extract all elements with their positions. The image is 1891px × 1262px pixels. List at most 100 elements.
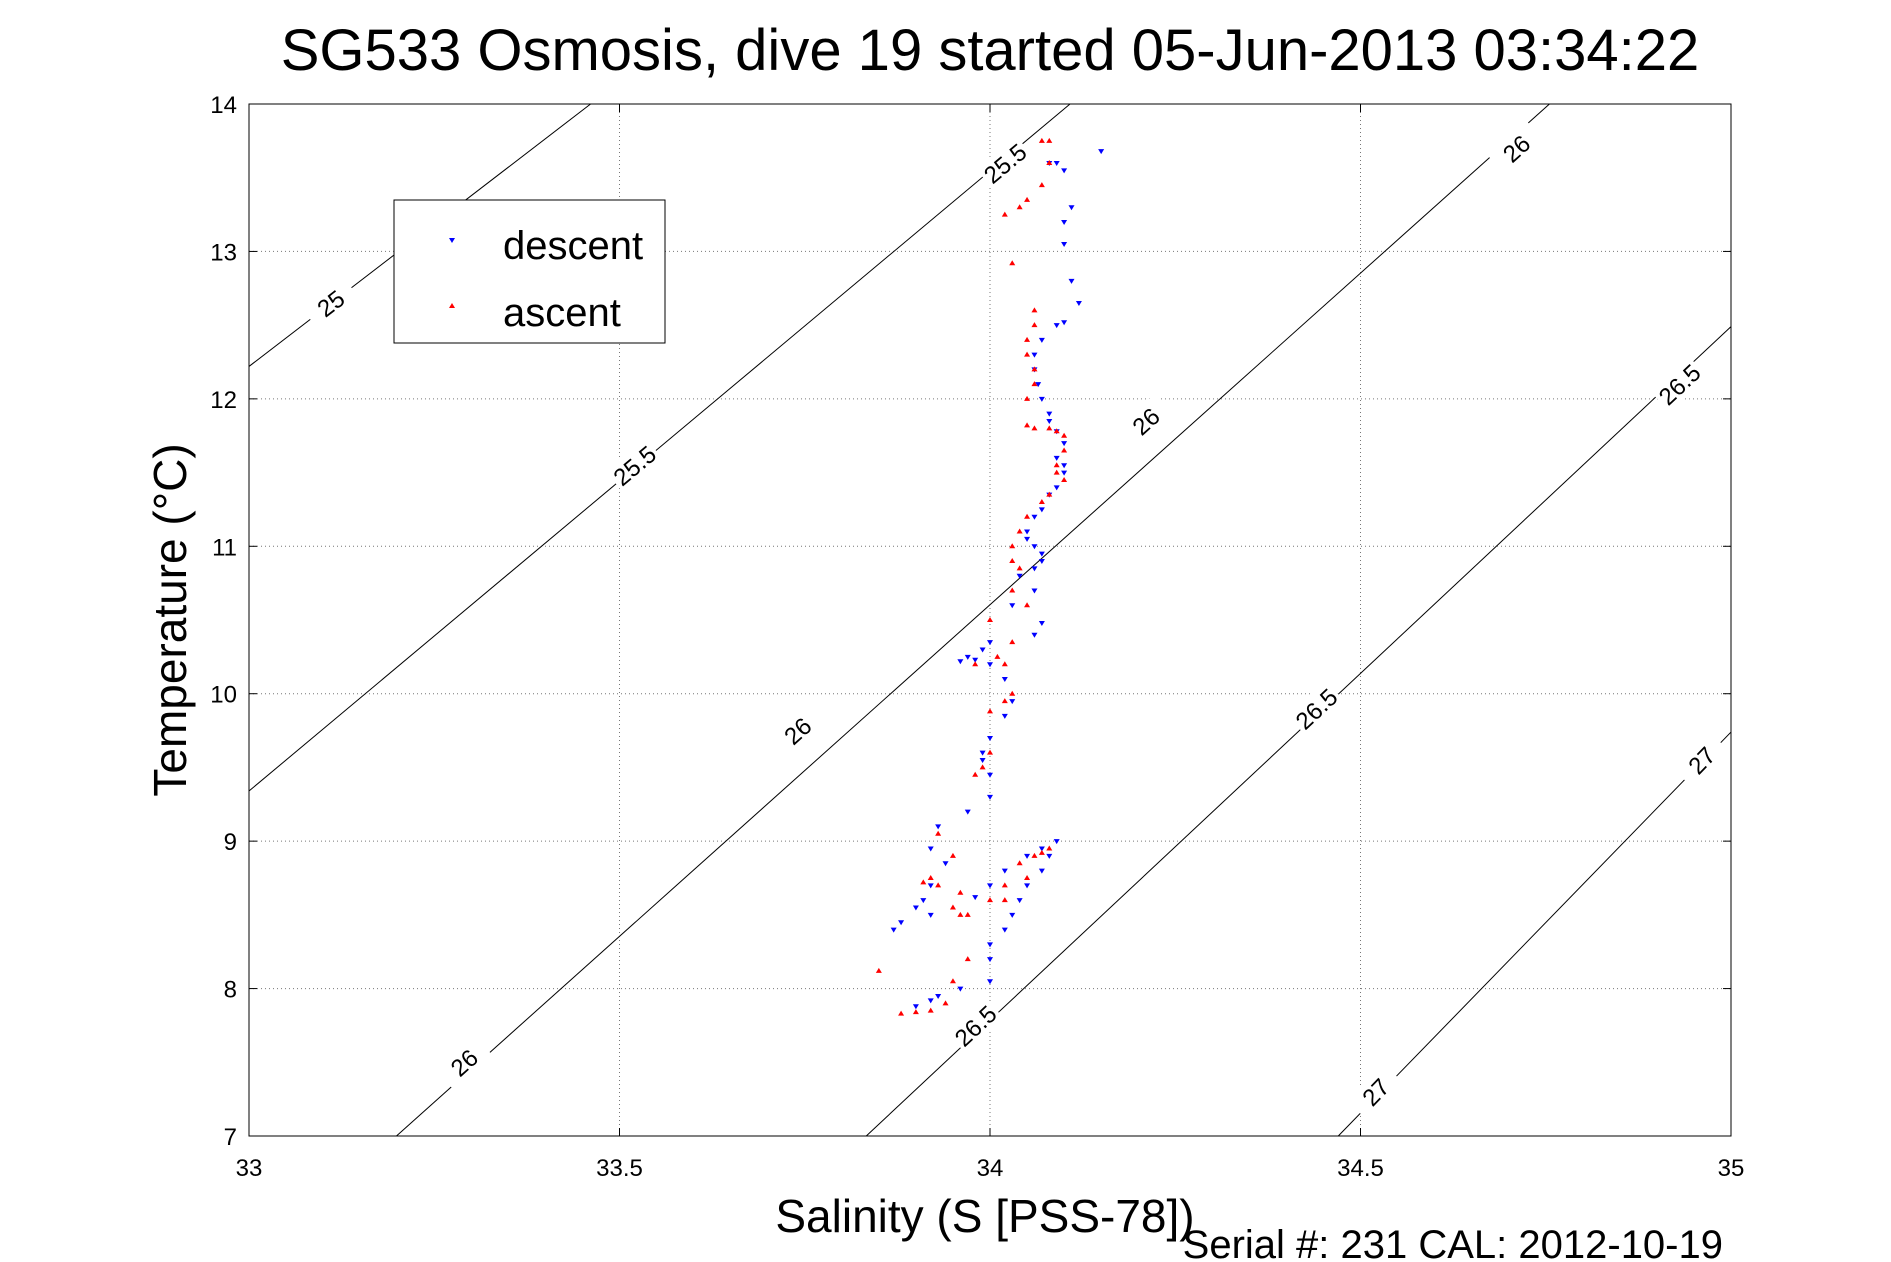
y-tick-label: 11 xyxy=(212,534,237,561)
ascent-point xyxy=(964,911,971,917)
ascent-point xyxy=(949,904,956,910)
y-tick-label: 8 xyxy=(224,977,237,1004)
ascent-point xyxy=(972,661,979,667)
descent-point xyxy=(912,905,919,911)
ascent-point xyxy=(1053,469,1060,475)
ascent-point xyxy=(935,830,942,836)
ascent-point xyxy=(1061,476,1068,482)
y-tick-label: 12 xyxy=(210,387,237,414)
contour-label-bg xyxy=(1116,393,1175,449)
serial-cal-footer: Serial #: 231 CAL: 2012-10-19 xyxy=(1183,1223,1723,1262)
ascent-point xyxy=(1009,639,1016,645)
ascent-point xyxy=(949,978,956,984)
contour-label-bg xyxy=(1347,1063,1404,1121)
descent-point xyxy=(957,659,964,665)
descent-point xyxy=(1024,883,1031,889)
descent-point xyxy=(1001,676,1008,682)
contour-line-26.5 xyxy=(865,326,1732,1137)
contour-label-bg xyxy=(1673,731,1730,789)
ascent-point xyxy=(1009,558,1016,564)
descent-point xyxy=(1061,242,1068,248)
ascent-point xyxy=(1038,499,1045,505)
x-tick-label: 34.5 xyxy=(1337,1155,1384,1182)
ascent-point xyxy=(957,889,964,895)
descent-point xyxy=(1075,301,1082,307)
ascent-point xyxy=(935,882,942,888)
ascent-point xyxy=(1038,849,1045,855)
descent-point xyxy=(935,824,942,830)
descent-point xyxy=(972,657,979,663)
ascent-point xyxy=(1016,528,1023,534)
descent-point xyxy=(1068,278,1075,284)
descent-point xyxy=(987,662,993,668)
descent-point xyxy=(972,895,979,901)
ascent-point xyxy=(1024,513,1031,519)
ascent-point xyxy=(1001,897,1008,903)
ascent-point xyxy=(1009,260,1016,266)
descent-point xyxy=(1001,713,1008,719)
contour-label-bg xyxy=(1487,120,1545,177)
ascent-point xyxy=(927,1007,934,1013)
ascent-point xyxy=(979,764,986,770)
descent-point xyxy=(1031,632,1038,638)
ascent-point xyxy=(957,911,964,917)
descent-point xyxy=(1061,441,1068,447)
descent-point xyxy=(927,846,934,852)
legend-ascent-label: ascent xyxy=(503,291,621,335)
contour-label-bg xyxy=(1287,680,1345,737)
descent-point xyxy=(1046,853,1053,859)
descent-point xyxy=(979,758,986,764)
legend-ascent-marker xyxy=(449,303,455,308)
contour-label-bg xyxy=(768,702,827,759)
descent-point xyxy=(1024,853,1031,859)
descent-point xyxy=(1031,514,1038,520)
ascent-point xyxy=(1031,366,1038,372)
descent-point xyxy=(979,647,986,653)
ascent-point xyxy=(1024,875,1031,880)
descent-point xyxy=(1024,529,1031,535)
ascent-point xyxy=(994,653,1001,659)
descent-point xyxy=(1061,320,1068,326)
ascent-point xyxy=(1031,852,1038,858)
ascent-point xyxy=(1061,447,1068,453)
legend-box xyxy=(393,199,666,344)
ascent-point xyxy=(1046,159,1053,165)
descent-point xyxy=(1068,205,1075,211)
descent-point xyxy=(1031,566,1038,572)
descent-point xyxy=(1038,868,1045,874)
legend: descent ascent xyxy=(393,199,666,344)
descent-point xyxy=(987,942,993,948)
descent-point xyxy=(1038,559,1045,565)
ascent-point xyxy=(1001,882,1008,888)
descent-point xyxy=(1031,544,1038,550)
descent-point xyxy=(1038,620,1045,626)
x-tick-label: 34 xyxy=(977,1155,1004,1182)
descent-point xyxy=(1061,470,1068,476)
legend-descent-label: descent xyxy=(503,224,643,268)
descent-point xyxy=(1061,463,1068,469)
ascent-point xyxy=(949,852,956,858)
descent-point xyxy=(1038,507,1045,513)
ascent-point xyxy=(1046,845,1053,851)
descent-point xyxy=(1053,485,1060,491)
ascent-point xyxy=(987,708,993,714)
descent-point xyxy=(979,750,986,756)
x-tick-label: 35 xyxy=(1718,1155,1745,1182)
descent-point xyxy=(1009,603,1016,609)
ascent-point xyxy=(1016,860,1023,866)
ascent-point xyxy=(1046,491,1053,497)
descent-point xyxy=(1001,927,1008,933)
descent-point xyxy=(987,794,993,800)
descent-point xyxy=(1009,912,1016,918)
descent-point xyxy=(957,986,964,992)
y-tick-label: 10 xyxy=(210,682,237,709)
ascent-point xyxy=(1031,322,1038,328)
y-tick-label: 7 xyxy=(224,1124,237,1151)
descent-point xyxy=(898,920,905,926)
ascent-point xyxy=(1024,351,1031,357)
y-tick-label: 14 xyxy=(210,92,237,119)
ascent-point xyxy=(987,897,993,903)
ascent-point xyxy=(1031,381,1038,387)
descent-point xyxy=(1046,418,1053,424)
ascent-point xyxy=(1001,698,1008,704)
